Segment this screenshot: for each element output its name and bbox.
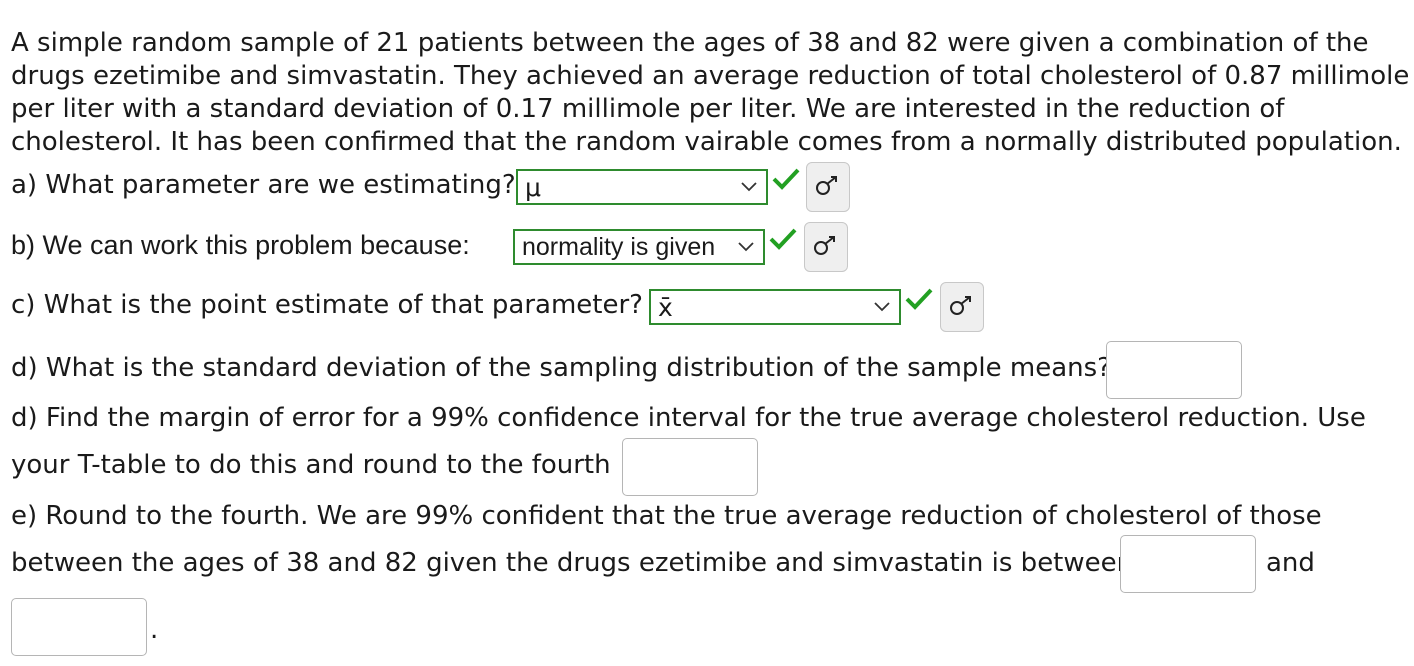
problem-line-2: drugs ezetimibe and simvastatin. They ac… [11, 61, 1410, 91]
question-b-prompt: b) We can work this problem because: [11, 230, 470, 260]
check-icon [772, 168, 800, 190]
parameter-select[interactable]: μ [516, 169, 768, 205]
key-icon [813, 234, 839, 260]
chevron-down-icon [735, 236, 757, 258]
answer-key-button-b[interactable] [804, 222, 848, 272]
question-a-prompt: a) What parameter are we estimating? [11, 170, 516, 200]
problem-line-4: cholesterol. It has been confirmed that … [11, 127, 1402, 157]
check-icon [769, 228, 797, 250]
chevron-down-icon [871, 296, 893, 318]
reason-select-value: normality is given [522, 232, 716, 261]
question-e-prompt-line-1: e) Round to the fourth. We are 99% confi… [11, 501, 1322, 531]
margin-of-error-input[interactable] [622, 438, 758, 496]
problem-line-3: per liter with a standard deviation of 0… [11, 94, 1285, 124]
question-d2-prompt-line-1: d) Find the margin of error for a 99% co… [11, 403, 1366, 433]
reason-select[interactable]: normality is given [513, 229, 765, 265]
key-icon [815, 174, 841, 200]
sampling-sd-input[interactable] [1106, 341, 1242, 399]
upper-bound-input[interactable] [11, 598, 147, 656]
point-estimate-select[interactable]: x̄ [649, 289, 901, 325]
sentence-period: . [150, 615, 159, 645]
question-c-prompt: c) What is the point estimate of that pa… [11, 290, 643, 320]
answer-key-button-c[interactable] [940, 282, 984, 332]
chevron-down-icon [738, 176, 760, 198]
and-label: and [1266, 548, 1315, 578]
question-e-prompt-line-2: between the ages of 38 and 82 given the … [11, 548, 1134, 578]
lower-bound-input[interactable] [1120, 535, 1256, 593]
point-estimate-select-value: x̄ [658, 292, 673, 322]
question-d2-prompt-line-2: your T-table to do this and round to the… [11, 450, 611, 480]
answer-key-button-a[interactable] [806, 162, 850, 212]
check-icon [905, 288, 933, 310]
problem-line-1: A simple random sample of 21 patients be… [11, 28, 1369, 58]
question-d1-prompt: d) What is the standard deviation of the… [11, 353, 1111, 383]
parameter-select-value: μ [525, 172, 541, 202]
key-icon [949, 294, 975, 320]
